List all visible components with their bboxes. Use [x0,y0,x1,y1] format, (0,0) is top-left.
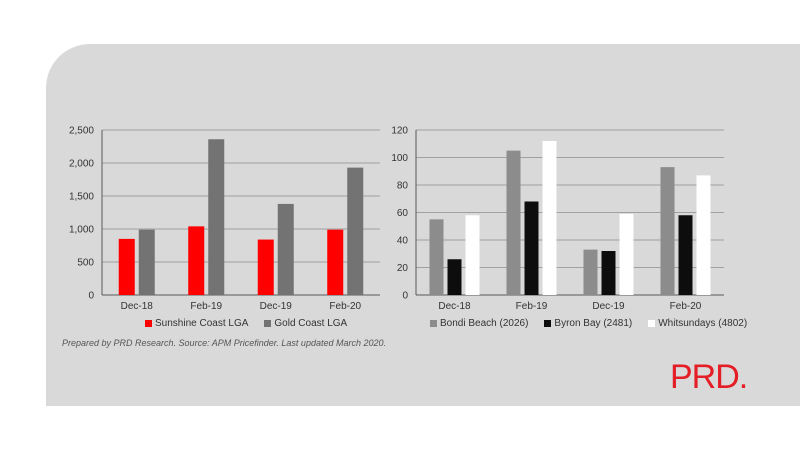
legend-swatch [264,320,272,327]
y-tick-label: 80 [397,181,409,192]
bar-bondi-beach-2026-dec-18 [429,219,444,295]
y-tick-label: 100 [391,153,408,164]
right-bar-chart: 0 20 40 60 80 100 120 Dec-18 Feb-19 Dec-19 Feb-20 [391,126,724,312]
y-tick-label: 20 [397,263,409,274]
legend-swatch [145,320,152,327]
bar-sunshine-coast-lga-feb-20 [327,229,344,295]
source-footnote: Prepared by PRD Research. Source: APM Pr… [62,338,386,348]
y-tick-label: 1,500 [69,192,94,203]
x-tick-label: Dec-18 [121,301,154,312]
x-tick-label: Feb-19 [516,301,548,312]
bar-bondi-beach-2026-feb-20 [660,167,675,295]
y-tick-label: 0 [402,291,408,302]
right-chart-legend: Bondi Beach (2026) Byron Bay (2481) Whitsu… [430,318,747,329]
bar-byron-bay-2481-dec-19 [601,251,616,295]
legend-label: Whitsundays (4802) [658,318,748,329]
legend-label: Sunshine Coast LGA [155,318,249,329]
x-tick-label: Dec-18 [438,301,471,312]
y-tick-label: 120 [391,126,408,137]
y-tick-label: 500 [77,258,94,269]
y-tick-label: 1,000 [69,225,94,236]
legend-label: Byron Bay (2481) [554,318,633,329]
bar-gold-coast-lga-feb-20 [347,167,364,295]
bar-sunshine-coast-lga-dec-19 [257,239,274,295]
bar-whitsundays-4802-feb-19 [542,141,557,295]
legend-item: Bondi Beach (2026) [430,318,528,329]
y-tick-label: 0 [88,291,94,302]
bar-sunshine-coast-lga-feb-19 [188,226,205,295]
left-chart-legend: Sunshine Coast LGA Gold Coast LGA [145,318,347,329]
prd-logo: PRD. [670,358,748,396]
bar-sunshine-coast-lga-dec-18 [118,238,135,295]
bar-gold-coast-lga-dec-18 [138,229,155,295]
bar-bondi-beach-2026-feb-19 [506,150,521,295]
y-tick-label: 60 [397,208,409,219]
bar-gold-coast-lga-dec-19 [277,203,294,295]
left-bar-chart: 0 500 1,000 1,500 2,000 2,500 Dec-18 Feb-19 Dec-… [69,126,380,312]
x-tick-label: Feb-20 [670,301,702,312]
bar-whitsundays-4802-dec-18 [465,215,480,295]
bar-gold-coast-lga-feb-19 [208,139,225,295]
x-tick-label: Dec-19 [592,301,625,312]
y-tick-label: 2,000 [69,159,94,170]
x-tick-label: Feb-20 [329,301,361,312]
y-tick-label: 40 [397,236,409,247]
legend-label: Bondi Beach (2026) [440,318,529,329]
legend-item: Gold Coast LGA [264,318,347,329]
legend-item: Byron Bay (2481) [544,318,632,329]
bar-byron-bay-2481-feb-19 [524,201,539,295]
bar-byron-bay-2481-dec-18 [447,259,462,295]
legend-item: Whitsundays (4802) [648,318,747,329]
legend-item: Sunshine Coast LGA [145,318,248,329]
y-tick-label: 2,500 [69,126,94,137]
bar-byron-bay-2481-feb-20 [678,215,693,295]
bar-bondi-beach-2026-dec-19 [583,249,598,295]
x-tick-label: Dec-19 [260,301,293,312]
legend-label: Gold Coast LGA [274,318,348,329]
legend-swatch [648,320,656,327]
legend-swatch [544,320,552,327]
bar-whitsundays-4802-dec-19 [619,213,634,295]
legend-swatch [430,320,437,327]
bar-whitsundays-4802-feb-20 [696,175,711,295]
x-tick-label: Feb-19 [190,301,222,312]
